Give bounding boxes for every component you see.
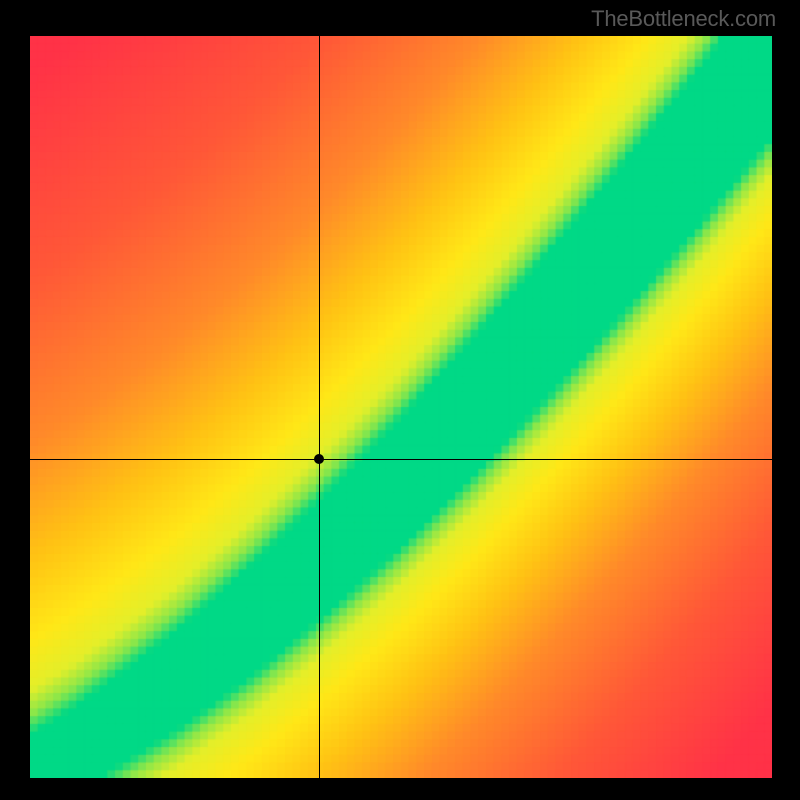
source-attribution: TheBottleneck.com [591, 6, 776, 32]
bottleneck-heatmap [30, 36, 772, 778]
heatmap-canvas [30, 36, 772, 778]
